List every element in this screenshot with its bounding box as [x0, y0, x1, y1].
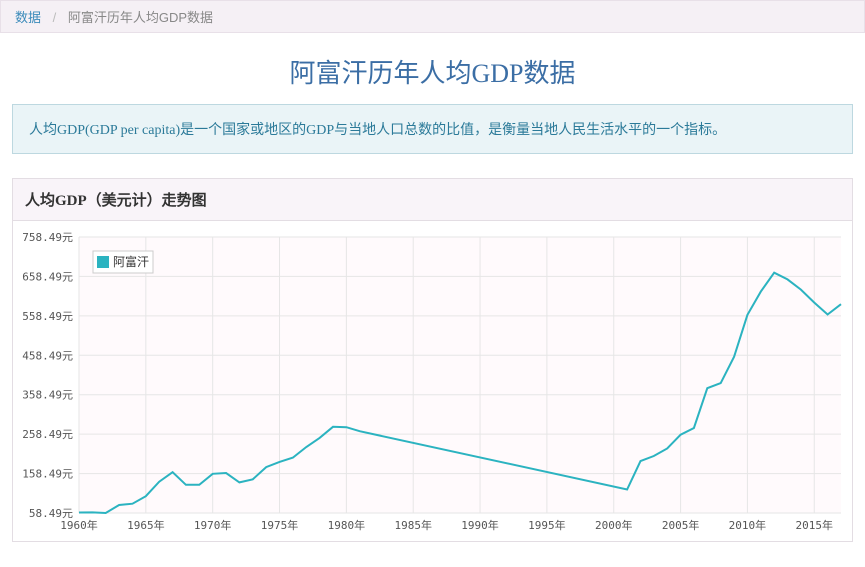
chart-container: 人均GDP（美元计）走势图 58.49元158.49元258.49元358.49…: [12, 178, 853, 542]
x-axis-label: 1960年: [60, 518, 98, 532]
y-axis-label: 458.49元: [22, 349, 73, 362]
x-axis-label: 2000年: [595, 518, 633, 532]
x-axis-label: 2005年: [662, 518, 700, 532]
info-panel: 人均GDP(GDP per capita)是一个国家或地区的GDP与当地人口总数…: [12, 104, 853, 154]
x-axis-label: 2015年: [796, 518, 834, 532]
gdp-line-chart: 58.49元158.49元258.49元358.49元458.49元558.49…: [13, 221, 853, 541]
y-axis-label: 558.49元: [22, 310, 73, 323]
chart-title: 人均GDP（美元计）走势图: [13, 179, 852, 221]
legend-swatch: [97, 256, 109, 268]
plot-background: [79, 237, 841, 513]
x-axis-label: 1980年: [328, 518, 366, 532]
x-axis-label: 1995年: [528, 518, 566, 532]
x-axis-label: 1990年: [461, 518, 499, 532]
y-axis-label: 158.49元: [22, 468, 73, 481]
y-axis-label: 758.49元: [22, 231, 73, 244]
x-axis-label: 1970年: [194, 518, 232, 532]
x-axis-label: 1965年: [127, 518, 165, 532]
breadcrumb: 数据 / 阿富汗历年人均GDP数据: [0, 0, 865, 33]
page-title: 阿富汗历年人均GDP数据: [0, 53, 865, 90]
legend-label: 阿富汗: [113, 254, 149, 269]
breadcrumb-current: 阿富汗历年人均GDP数据: [68, 10, 213, 25]
x-axis-label: 2010年: [729, 518, 767, 532]
y-axis-label: 358.49元: [22, 389, 73, 402]
chart-body: 58.49元158.49元258.49元358.49元458.49元558.49…: [13, 221, 852, 541]
breadcrumb-separator: /: [53, 10, 57, 25]
x-axis-label: 1975年: [261, 518, 299, 532]
y-axis-label: 658.49元: [22, 270, 73, 283]
y-axis-label: 258.49元: [22, 428, 73, 441]
breadcrumb-root-link[interactable]: 数据: [15, 10, 41, 25]
x-axis-label: 1985年: [394, 518, 432, 532]
